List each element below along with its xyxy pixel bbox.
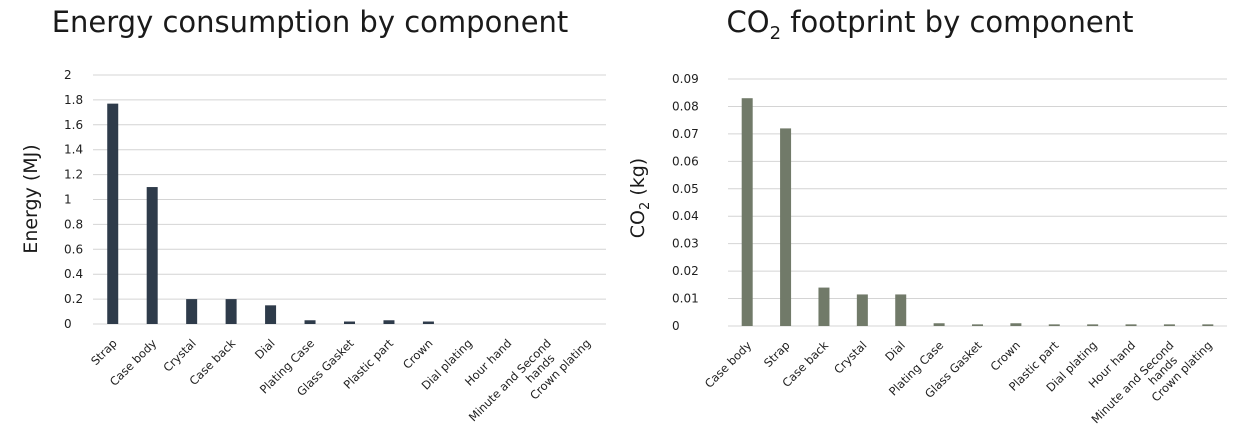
energy-chart-panel: Energy consumption by component 0 0.2 0.4 0…	[20, 5, 606, 424]
energy-y-tick-label: 0	[64, 317, 72, 331]
energy-y-tick-label: 1.2	[64, 168, 83, 182]
energy-category-label: Crystal	[160, 336, 198, 374]
energy-y-tick-label: 1.8	[64, 93, 83, 107]
co2-y-tick-label: 0.08	[672, 99, 699, 113]
co2-y-tick-label: 0	[672, 319, 680, 333]
energy-bar	[186, 299, 198, 324]
energy-bar	[304, 320, 316, 324]
co2-bar	[1087, 324, 1099, 326]
energy-y-tick-label: 0.2	[64, 292, 83, 306]
co2-bar	[1163, 324, 1175, 326]
co2-y-tick-label: 0.02	[672, 264, 699, 278]
energy-bar	[265, 305, 277, 324]
energy-y-tick-label: 0.8	[64, 217, 83, 231]
co2-bar	[972, 324, 983, 326]
energy-chart-title: Energy consumption by component	[51, 5, 569, 39]
co2-chart-title: CO2 footprint by component	[726, 5, 1134, 44]
co2-bar	[895, 294, 907, 326]
co2-y-tick-label: 0.05	[672, 182, 699, 196]
energy-bar	[344, 321, 355, 324]
energy-y-tick-label: 1.6	[64, 118, 83, 132]
energy-bar	[383, 320, 395, 324]
energy-y-tick-label: 0.6	[64, 242, 83, 256]
co2-category-label: Case body	[702, 338, 755, 391]
co2-category-label: Dial	[882, 338, 908, 364]
energy-category-label: Crown	[400, 336, 436, 372]
co2-chart-panel: CO2 footprint by component 0 0.01 0.02 0.03…	[620, 0, 1240, 430]
co2-y-tick-label: 0.09	[672, 72, 699, 86]
energy-category-label: Strap	[88, 336, 120, 368]
co2-bar	[933, 323, 945, 326]
energy-category-label: Dial	[252, 336, 278, 362]
co2-category-label: Crown	[987, 338, 1023, 374]
energy-y-tick-label: 1.4	[64, 143, 83, 157]
energy-bar	[225, 299, 237, 324]
co2-category-label: Strap	[761, 338, 793, 370]
co2-y-tick-label: 0.07	[672, 127, 699, 141]
co2-y-tick-label: 0.04	[672, 209, 699, 223]
co2-bar	[1202, 324, 1214, 326]
energy-y-tick-label: 1	[64, 193, 72, 207]
co2-bar	[1125, 324, 1137, 326]
energy-bar	[422, 321, 434, 324]
co2-category-label: Crystal	[831, 338, 869, 376]
energy-bar	[107, 103, 119, 324]
co2-bar	[818, 287, 830, 326]
co2-y-tick-label: 0.03	[672, 237, 699, 251]
energy-bar	[146, 187, 158, 324]
co2-bar	[856, 294, 868, 326]
co2-bar	[1010, 323, 1022, 326]
co2-y-tick-label: 0.06	[672, 154, 699, 168]
co2-bar	[1048, 324, 1060, 326]
co2-chart-svg: 0 0.01 0.02 0.03 0.04 0.05 0.06 0.07 0.08 0.09 Cas…	[627, 72, 1227, 426]
energy-y-tick-label: 2	[64, 68, 72, 82]
co2-y-axis-label: CO2 (kg)	[627, 158, 653, 238]
energy-y-tick-label: 0.4	[64, 267, 83, 281]
co2-bar	[780, 128, 792, 326]
co2-y-tick-label: 0.01	[672, 292, 699, 306]
co2-bar	[741, 98, 753, 326]
energy-y-axis-label: Energy (MJ)	[20, 144, 42, 253]
